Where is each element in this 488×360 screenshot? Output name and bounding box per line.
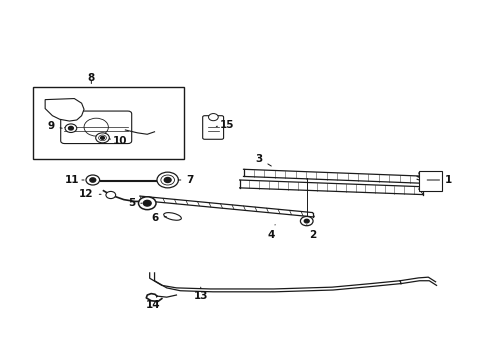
Polygon shape — [45, 99, 84, 121]
Text: 2: 2 — [306, 225, 316, 240]
Circle shape — [90, 178, 96, 182]
Circle shape — [143, 201, 151, 206]
Circle shape — [101, 136, 104, 139]
Text: 9: 9 — [47, 121, 62, 131]
Text: 7: 7 — [178, 175, 193, 185]
Bar — [33, 87, 183, 158]
Circle shape — [86, 175, 100, 185]
Circle shape — [157, 172, 178, 188]
Circle shape — [96, 133, 109, 143]
Circle shape — [65, 124, 77, 132]
Circle shape — [68, 126, 73, 130]
Text: 11: 11 — [64, 175, 84, 185]
Circle shape — [138, 197, 156, 210]
Bar — [418, 171, 441, 192]
Text: 10: 10 — [109, 136, 127, 146]
Ellipse shape — [163, 213, 181, 220]
Circle shape — [208, 113, 218, 121]
Text: 8: 8 — [87, 73, 95, 84]
Circle shape — [164, 177, 171, 183]
Text: 3: 3 — [255, 154, 271, 166]
Circle shape — [304, 219, 308, 223]
Circle shape — [300, 216, 312, 226]
Circle shape — [106, 192, 116, 199]
Circle shape — [84, 118, 108, 136]
Text: 13: 13 — [193, 287, 207, 301]
FancyBboxPatch shape — [61, 111, 131, 144]
Circle shape — [99, 135, 106, 141]
Text: 12: 12 — [79, 189, 101, 199]
Text: 6: 6 — [151, 212, 166, 222]
Text: 4: 4 — [267, 225, 275, 240]
FancyBboxPatch shape — [202, 116, 223, 139]
Circle shape — [161, 175, 174, 185]
Text: 5: 5 — [128, 198, 142, 208]
Text: 14: 14 — [146, 296, 161, 310]
Text: 15: 15 — [216, 120, 234, 130]
Text: 1: 1 — [427, 175, 451, 185]
